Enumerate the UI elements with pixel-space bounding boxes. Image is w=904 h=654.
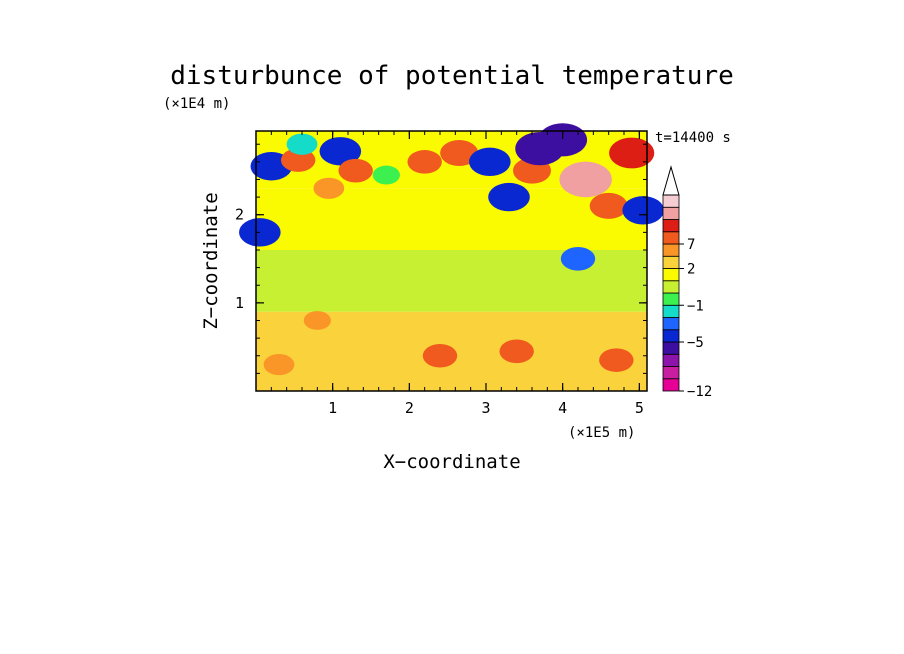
- field-cell: [407, 150, 442, 174]
- field-band: [256, 188, 647, 250]
- field-cell: [538, 123, 588, 157]
- field-cell: [622, 196, 664, 225]
- colorbar-swatch: [662, 219, 680, 233]
- field-cell: [303, 311, 331, 330]
- colorbar-label: −1: [687, 298, 704, 314]
- field-cell: [372, 165, 400, 185]
- field-cell: [560, 246, 596, 271]
- colorbar-label: −5: [687, 335, 704, 351]
- field-cell: [263, 353, 295, 376]
- colorbar-swatch: [662, 304, 680, 318]
- colorbar-swatch: [662, 317, 680, 331]
- colorbar-label: 7: [687, 237, 695, 253]
- field-cell: [422, 343, 458, 368]
- x-tick-label: 5: [635, 399, 644, 417]
- colorbar-swatch: [662, 341, 680, 355]
- colorbar-swatch: [662, 329, 680, 343]
- x-tick-label: 1: [328, 399, 337, 417]
- field-cell: [469, 147, 511, 177]
- colorbar-swatch: [662, 366, 680, 380]
- x-tick-label: 3: [481, 399, 490, 417]
- field-cell: [338, 158, 373, 183]
- contour-field: [239, 123, 664, 391]
- field-cell: [488, 182, 530, 212]
- colorbar-label: −12: [687, 384, 712, 400]
- colorbar-swatch: [662, 206, 680, 220]
- x-scale-label: (×1E5 m): [568, 425, 635, 441]
- x-tick-label: 2: [405, 399, 414, 417]
- colorbar-label: 2: [687, 262, 695, 278]
- x-axis: 1 2 3 4 5: [270, 131, 644, 417]
- y-scale-label: (×1E4 m): [163, 96, 230, 112]
- field-cell: [440, 140, 479, 167]
- colorbar: 7 2 −1 −5 −12: [662, 165, 712, 400]
- time-label: t=14400 s: [655, 130, 731, 146]
- x-axis-label: X−coordinate: [383, 451, 520, 473]
- field-cell: [609, 137, 655, 169]
- colorbar-swatch: [662, 255, 680, 269]
- field-cell: [599, 348, 634, 372]
- colorbar-swatch: [662, 280, 680, 294]
- field-cell: [313, 177, 345, 199]
- plot-frame: [255, 130, 648, 392]
- field-cell: [286, 133, 318, 155]
- colorbar-swatch: [662, 194, 680, 208]
- colorbar-extend-triangle: [662, 165, 680, 196]
- y-axis-label: Z−coordinate: [200, 192, 222, 329]
- colorbar-swatch: [662, 378, 680, 392]
- y-axis: 12: [235, 143, 647, 374]
- colorbar-swatch: [662, 231, 680, 245]
- x-tick-label: 4: [558, 399, 567, 417]
- colorbar-swatch: [662, 268, 680, 282]
- chart-title: disturbunce of potential temperature: [170, 61, 734, 91]
- colorbar-swatch: [662, 292, 680, 306]
- field-cell: [559, 161, 612, 198]
- field-cell: [319, 137, 362, 166]
- field-cell: [499, 339, 534, 364]
- field-cell: [589, 192, 628, 219]
- y-tick-label: 2: [235, 206, 244, 224]
- colorbar-swatch: [662, 243, 680, 257]
- colorbar-swatch: [662, 353, 680, 367]
- y-tick-label: 1: [235, 294, 244, 312]
